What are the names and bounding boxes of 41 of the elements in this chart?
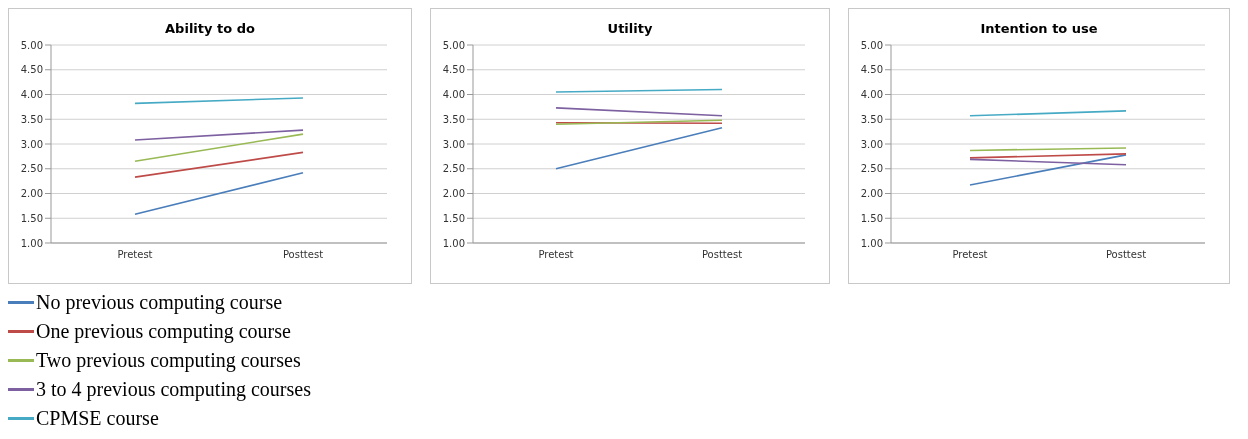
y-tick-label: 3.50 bbox=[20, 113, 43, 125]
y-tick-label: 5.00 bbox=[442, 39, 465, 51]
x-tick-label: Posttest bbox=[1105, 249, 1147, 261]
y-tick-label: 2.50 bbox=[20, 163, 43, 175]
y-tick-label: 1.50 bbox=[860, 212, 883, 224]
y-tick-label: 1.50 bbox=[20, 212, 43, 224]
y-tick-label: 1.00 bbox=[860, 237, 883, 249]
y-tick-label: 2.00 bbox=[442, 188, 465, 200]
x-tick-label: Posttest bbox=[282, 249, 324, 261]
y-tick-label: 2.00 bbox=[20, 188, 43, 200]
y-tick-label: 1.00 bbox=[20, 237, 43, 249]
y-tick-label: 3.00 bbox=[442, 138, 465, 150]
chart-title: Intention to use bbox=[979, 21, 1099, 38]
y-tick-label: 4.50 bbox=[20, 64, 43, 76]
x-tick-label: Pretest bbox=[538, 249, 574, 261]
legend-label: Two previous computing courses bbox=[36, 348, 301, 374]
y-tick-label: 4.50 bbox=[442, 64, 465, 76]
chart-title: Utility bbox=[606, 21, 654, 38]
y-tick-label: 3.50 bbox=[860, 113, 883, 125]
y-tick-label: 5.00 bbox=[20, 39, 43, 51]
y-tick-label: 2.00 bbox=[860, 188, 883, 200]
legend-label: No previous computing course bbox=[36, 290, 283, 316]
y-tick-label: 4.50 bbox=[860, 64, 883, 76]
legend-label: 3 to 4 previous computing courses bbox=[36, 377, 311, 403]
y-tick-label: 1.00 bbox=[442, 237, 465, 249]
y-tick-label: 2.50 bbox=[860, 163, 883, 175]
y-tick-label: 1.50 bbox=[442, 212, 465, 224]
y-tick-label: 5.00 bbox=[860, 39, 883, 51]
chart-title: Ability to do bbox=[164, 21, 256, 38]
y-tick-label: 2.50 bbox=[442, 163, 465, 175]
y-tick-label: 3.00 bbox=[20, 138, 43, 150]
x-tick-label: Pretest bbox=[952, 249, 988, 261]
legend-label: CPMSE course bbox=[36, 406, 159, 431]
y-tick-label: 4.00 bbox=[20, 89, 43, 101]
legend-label: One previous computing course bbox=[36, 319, 291, 345]
y-tick-label: 3.00 bbox=[860, 138, 883, 150]
y-tick-label: 3.50 bbox=[442, 113, 465, 125]
x-tick-label: Pretest bbox=[117, 249, 153, 261]
x-tick-label: Posttest bbox=[701, 249, 743, 261]
y-tick-label: 4.00 bbox=[442, 89, 465, 101]
y-tick-label: 4.00 bbox=[860, 89, 883, 101]
